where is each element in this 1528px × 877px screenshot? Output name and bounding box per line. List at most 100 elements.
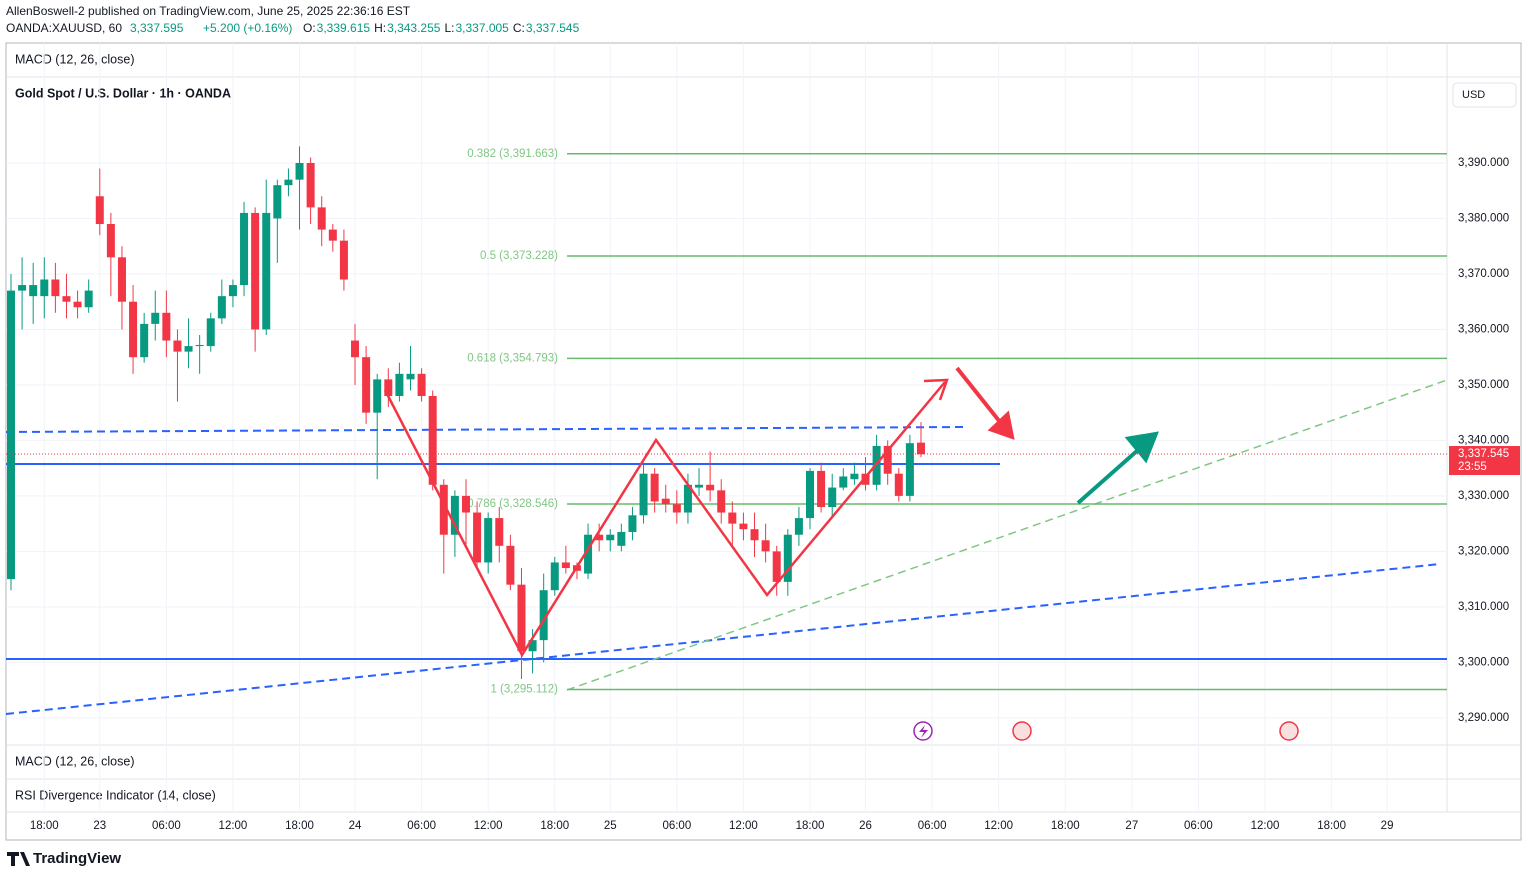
x-tick-label: 06:00 xyxy=(1184,820,1213,832)
event-glyph xyxy=(919,725,928,738)
x-tick-label: 18:00 xyxy=(285,820,314,832)
ohlc-value: 3,337.545 xyxy=(526,21,580,35)
candle-body xyxy=(839,476,848,488)
y-tick-label: 3,390.000 xyxy=(1458,157,1509,169)
candle-body xyxy=(450,495,459,535)
pane-label: RSI Divergence Indicator (14, close) xyxy=(15,788,216,802)
candle-body xyxy=(417,373,426,397)
candle-body xyxy=(29,285,38,297)
ohlc-key: C: xyxy=(513,21,525,35)
candle-body xyxy=(328,229,337,241)
x-tick-label: 06:00 xyxy=(152,820,181,832)
currency-box[interactable] xyxy=(1452,82,1517,108)
candle-body xyxy=(595,534,604,541)
x-tick-label: 18:00 xyxy=(540,820,569,832)
logo xyxy=(7,852,30,866)
candle-body xyxy=(772,551,781,582)
y-tick-label: 3,310.000 xyxy=(1458,601,1509,613)
drawings xyxy=(5,379,1448,715)
candle-body xyxy=(750,529,759,541)
x-tick-label: 06:00 xyxy=(407,820,436,832)
candle-body xyxy=(206,318,215,347)
candle-body xyxy=(339,240,348,280)
candle-body xyxy=(894,473,903,496)
x-tick-label: 24 xyxy=(349,820,362,832)
x-tick-label: 29 xyxy=(1381,820,1394,832)
currency[interactable]: USD xyxy=(1462,89,1485,101)
candle-body xyxy=(606,534,615,541)
chart-title: Gold Spot / U.S. Dollar · 1h · OANDA xyxy=(15,86,231,100)
events[interactable] xyxy=(913,721,1299,741)
candle-body xyxy=(806,470,815,519)
candle-body xyxy=(162,312,171,341)
candle-body xyxy=(761,540,770,552)
candle-body xyxy=(739,523,748,530)
candle-body xyxy=(195,344,204,347)
candle-body xyxy=(351,340,360,358)
candle-body xyxy=(916,442,925,455)
x-tick-label: 12:00 xyxy=(729,820,758,832)
candle-body xyxy=(117,257,126,302)
x-tick-label: 06:00 xyxy=(918,820,947,832)
x-tick-label: 12:00 xyxy=(1251,820,1280,832)
candle-body xyxy=(850,473,859,480)
annotations xyxy=(383,366,1159,658)
candle-body xyxy=(295,162,304,180)
candle-body xyxy=(717,490,726,513)
candle-body xyxy=(95,196,104,225)
candle-body xyxy=(18,285,27,291)
candle-body xyxy=(51,279,60,297)
frame xyxy=(5,42,1522,841)
candle-body xyxy=(650,473,659,502)
candle-body xyxy=(140,323,149,358)
y-tick-label: 3,320.000 xyxy=(1458,545,1509,557)
candle-body xyxy=(473,512,482,563)
fib-label: 1 (3,295.112) xyxy=(490,683,558,695)
symbol: OANDA:XAUUSD, 60 xyxy=(6,21,122,35)
candle-body xyxy=(783,534,792,582)
candle-body xyxy=(384,379,393,397)
x-tick-label: 18:00 xyxy=(1317,820,1346,832)
event-icon[interactable] xyxy=(1279,721,1299,741)
candle-body xyxy=(550,562,559,591)
candle-body xyxy=(373,379,382,413)
arrow-head xyxy=(987,410,1015,440)
x-tick-label: 06:00 xyxy=(662,820,691,832)
candle-body xyxy=(106,224,115,258)
candle-body xyxy=(794,518,803,535)
price-tag-label: 3,337.545 xyxy=(1458,448,1509,460)
candle-body xyxy=(317,207,326,230)
y-tick-label: 3,340.000 xyxy=(1458,434,1509,446)
arrow-head xyxy=(923,378,949,401)
event-icon[interactable] xyxy=(1012,721,1032,741)
candle-body xyxy=(217,296,226,319)
y-tick-label: 3,330.000 xyxy=(1458,490,1509,502)
candle-body xyxy=(284,179,293,186)
x-tick-label: 18:00 xyxy=(1051,820,1080,832)
candle-body xyxy=(406,373,415,380)
candle-body xyxy=(251,212,260,330)
candle-body xyxy=(173,340,182,352)
y-tick-label: 3,300.000 xyxy=(1458,656,1509,668)
x-tick-label: 18:00 xyxy=(796,820,825,832)
countdown: 23:55 xyxy=(1458,461,1487,473)
y-tick-label: 3,360.000 xyxy=(1458,323,1509,335)
ohlc-key: O: xyxy=(303,21,316,35)
candle-body xyxy=(306,162,315,208)
candle-body xyxy=(672,504,681,513)
x-tick-label: 18:00 xyxy=(30,820,59,832)
candle-body xyxy=(228,285,237,297)
candle-body xyxy=(905,443,914,496)
arrow xyxy=(955,366,1002,424)
x-tick-label: 25 xyxy=(604,820,617,832)
x-tick-label: 12:00 xyxy=(219,820,248,832)
change: +5.200 (+0.16%) xyxy=(203,21,292,35)
candle-body xyxy=(683,484,692,513)
x-tick-label: 23 xyxy=(93,820,106,832)
candle-body xyxy=(151,312,160,324)
candle-body xyxy=(639,473,648,516)
y-tick-label: 3,290.000 xyxy=(1458,712,1509,724)
ohlc-value: 3,339.615 xyxy=(317,21,371,35)
y-tick-label: 3,380.000 xyxy=(1458,213,1509,225)
candle-body xyxy=(495,518,504,546)
